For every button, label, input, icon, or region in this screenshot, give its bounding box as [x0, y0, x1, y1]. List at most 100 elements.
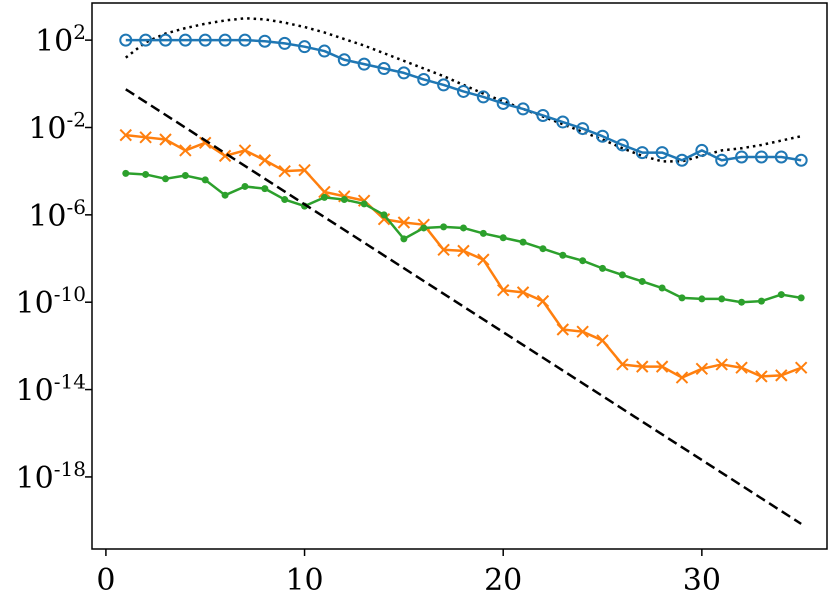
data-point-orange-crosses-7 — [238, 144, 252, 157]
data-point-blue-circles-8 — [258, 34, 272, 48]
y-tick-label-2: 102 — [35, 20, 86, 59]
data-point-green-dots-34 — [777, 291, 785, 299]
data-point-green-dots-23 — [559, 251, 567, 259]
data-point-orange-crosses-2 — [139, 131, 152, 144]
data-point-green-dots-18 — [459, 224, 467, 232]
series-green-dots — [122, 169, 805, 306]
data-point-blue-circles-32 — [735, 150, 749, 164]
series-orange-crosses — [119, 128, 808, 384]
data-point-green-dots-17 — [440, 223, 448, 231]
data-point-green-dots-20 — [499, 234, 507, 242]
data-point-blue-circles-24 — [576, 122, 590, 136]
data-point-green-dots-4 — [181, 172, 189, 180]
data-point-blue-circles-5 — [198, 33, 212, 47]
data-point-blue-circles-23 — [556, 115, 570, 129]
data-point-orange-crosses-11 — [318, 185, 331, 199]
x-axis: 0 10 20 30 — [96, 549, 721, 595]
data-point-blue-circles-14 — [377, 62, 391, 76]
x-tick-label-0: 0 — [96, 563, 115, 595]
series-layer — [119, 17, 808, 525]
series-line-dashed-reference — [125, 88, 802, 525]
data-point-green-dots-3 — [162, 175, 169, 183]
data-point-blue-circles-33 — [754, 150, 768, 164]
data-point-green-dots-32 — [738, 298, 746, 306]
series-line-orange-crosses — [125, 133, 802, 379]
data-point-blue-circles-26 — [615, 138, 629, 152]
data-point-green-dots-22 — [539, 245, 547, 253]
data-point-orange-crosses-34 — [775, 369, 788, 382]
data-point-orange-crosses-1 — [119, 128, 132, 142]
x-tick-label-30: 30 — [683, 563, 721, 595]
data-point-green-dots-29 — [678, 294, 686, 302]
y-tick-label--14: 10-14 — [16, 370, 86, 409]
data-point-blue-circles-17 — [437, 78, 451, 92]
data-point-blue-circles-10 — [298, 40, 312, 54]
data-point-green-dots-25 — [599, 264, 607, 272]
data-point-green-dots-12 — [340, 196, 348, 204]
data-point-orange-crosses-29 — [675, 371, 689, 384]
data-point-blue-circles-7 — [238, 33, 252, 47]
axes-frame — [91, 2, 828, 550]
x-tick-label-20: 20 — [484, 563, 522, 595]
data-point-green-dots-28 — [658, 284, 666, 292]
data-point-orange-crosses-18 — [457, 244, 470, 258]
data-point-orange-crosses-10 — [298, 163, 311, 177]
y-axis: 102 10-2 10-6 10-10 10-14 10-18 — [16, 20, 92, 496]
y-tick-label--18: 10-18 — [16, 457, 86, 496]
data-point-blue-circles-12 — [337, 53, 351, 67]
data-point-blue-circles-35 — [794, 153, 808, 167]
data-point-orange-crosses-20 — [496, 283, 510, 297]
data-point-orange-crosses-9 — [278, 164, 291, 178]
data-point-orange-crosses-32 — [735, 361, 748, 374]
data-point-orange-crosses-26 — [616, 358, 629, 371]
data-point-blue-circles-4 — [178, 33, 192, 47]
data-point-green-dots-27 — [638, 277, 646, 285]
data-point-blue-circles-1 — [119, 33, 133, 47]
data-point-orange-crosses-33 — [755, 370, 768, 383]
series-blue-circles — [119, 33, 808, 167]
data-point-green-dots-19 — [479, 229, 487, 237]
data-point-orange-crosses-27 — [636, 360, 649, 373]
data-point-blue-circles-31 — [715, 153, 729, 167]
data-point-orange-crosses-15 — [397, 216, 411, 229]
data-point-orange-crosses-3 — [159, 133, 172, 146]
data-point-orange-crosses-23 — [556, 323, 570, 336]
data-point-orange-crosses-8 — [258, 154, 272, 167]
data-point-blue-circles-34 — [774, 150, 788, 164]
data-point-green-dots-7 — [241, 182, 249, 190]
data-point-green-dots-6 — [221, 191, 229, 199]
data-point-green-dots-24 — [579, 257, 587, 265]
data-point-blue-circles-15 — [397, 66, 411, 80]
data-point-blue-circles-28 — [655, 146, 669, 160]
data-point-orange-crosses-30 — [695, 362, 709, 376]
data-point-blue-circles-22 — [536, 108, 550, 122]
data-point-orange-crosses-28 — [655, 360, 669, 373]
data-point-orange-crosses-17 — [437, 243, 450, 256]
data-point-blue-circles-13 — [357, 57, 371, 71]
data-point-orange-crosses-14 — [377, 213, 391, 226]
data-point-green-dots-11 — [320, 193, 328, 201]
data-point-green-dots-15 — [400, 235, 408, 243]
data-point-green-dots-21 — [519, 238, 527, 246]
data-point-blue-circles-16 — [417, 72, 431, 86]
data-point-green-dots-16 — [420, 224, 428, 232]
data-point-blue-circles-3 — [159, 33, 172, 47]
data-point-blue-circles-19 — [476, 90, 490, 104]
series-line-blue-circles — [125, 38, 802, 162]
data-point-orange-crosses-19 — [477, 253, 490, 266]
data-point-orange-crosses-24 — [576, 325, 589, 338]
data-point-green-dots-13 — [360, 200, 368, 208]
data-point-green-dots-33 — [757, 297, 765, 305]
y-tick-label--6: 10-6 — [28, 195, 86, 234]
data-point-orange-crosses-4 — [179, 144, 192, 157]
data-point-green-dots-14 — [380, 211, 388, 219]
series-dashed-reference — [125, 88, 802, 525]
data-point-orange-crosses-31 — [715, 358, 728, 371]
data-point-blue-circles-25 — [596, 129, 610, 143]
data-point-green-dots-8 — [261, 185, 269, 193]
data-point-green-dots-30 — [698, 295, 706, 303]
data-point-orange-crosses-25 — [596, 334, 609, 347]
data-point-blue-circles-21 — [516, 102, 530, 116]
data-point-blue-circles-20 — [496, 96, 510, 110]
